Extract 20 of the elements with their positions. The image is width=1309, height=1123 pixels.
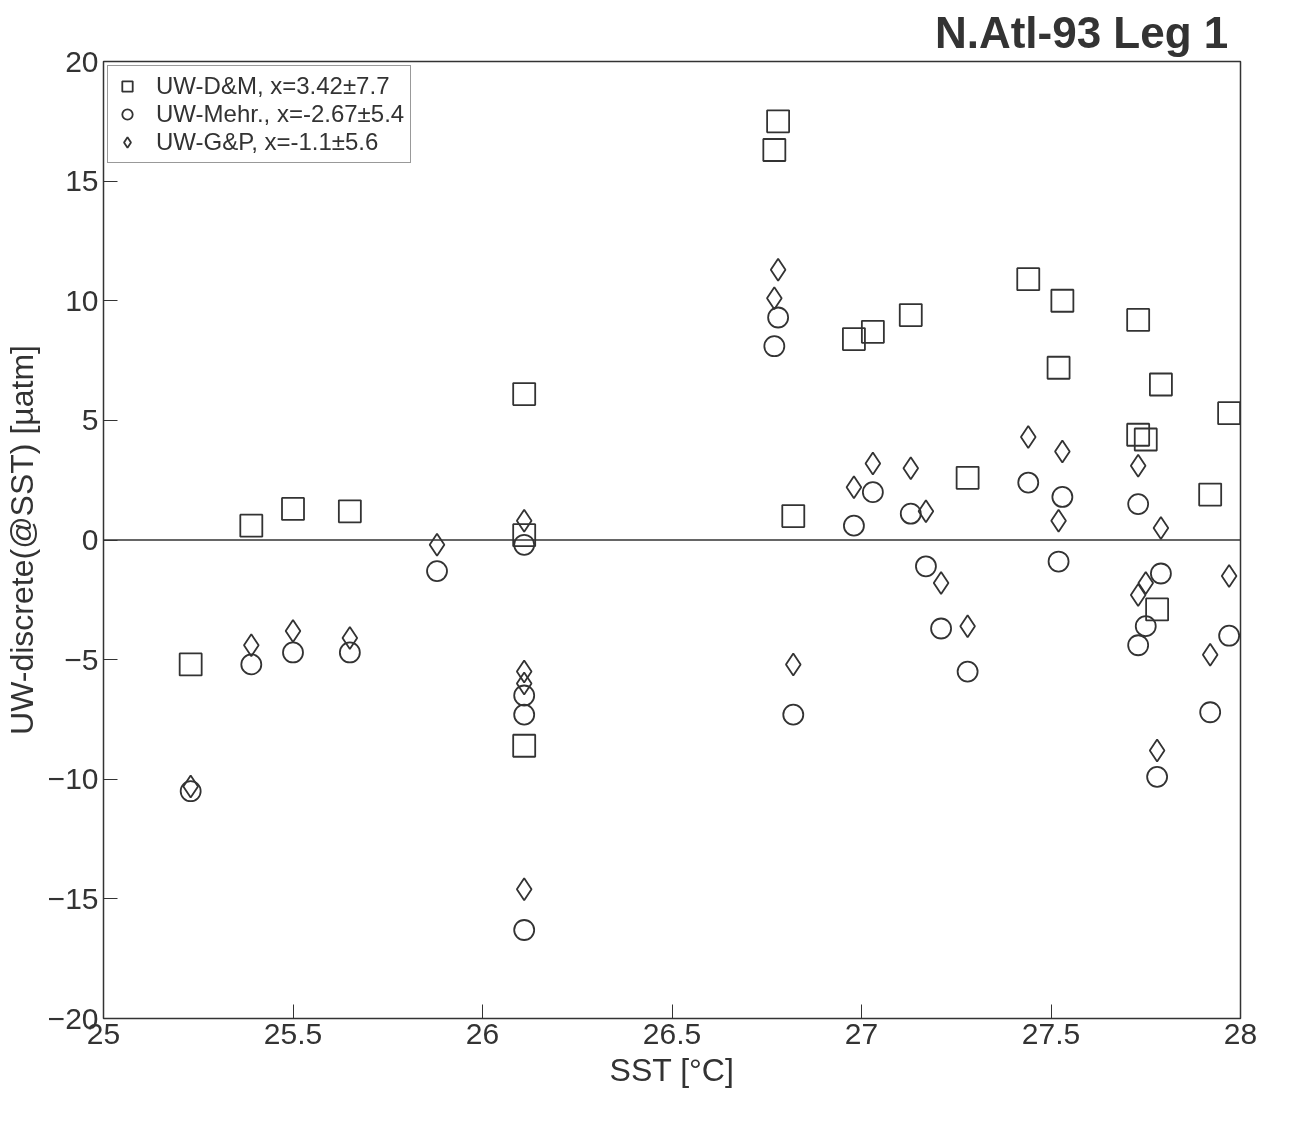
y-tick-label: −10 [47, 762, 99, 796]
legend-label: UW-G&P, x=-1.1±5.6 [156, 128, 379, 156]
x-tick-label: 25.5 [263, 1016, 323, 1050]
x-tick-label: 27.5 [1021, 1016, 1081, 1050]
y-tick-label: 15 [65, 164, 99, 198]
x-tick-label: 26 [465, 1016, 500, 1050]
y-tick-label: 10 [65, 283, 99, 317]
x-tick-label: 28 [1223, 1016, 1258, 1050]
y-axis-title: UW-discrete(@SST) [µatm] [3, 345, 40, 735]
y-tick-label: 20 [65, 44, 99, 78]
y-tick-label: −5 [64, 642, 99, 676]
y-tick-label: −15 [47, 881, 99, 915]
x-tick-label: 26.5 [642, 1016, 702, 1050]
chart-title: N.Atl-93 Leg 1 [934, 7, 1229, 57]
legend-label: UW-Mehr., x=-2.67±5.4 [156, 100, 405, 128]
x-tick-label: 27 [844, 1016, 879, 1050]
y-tick-label: 5 [81, 403, 99, 437]
x-axis-title: SST [°C] [609, 1051, 734, 1088]
y-tick-label: 0 [81, 523, 99, 556]
legend-label: UW-D&M, x=3.42±7.7 [156, 72, 390, 100]
